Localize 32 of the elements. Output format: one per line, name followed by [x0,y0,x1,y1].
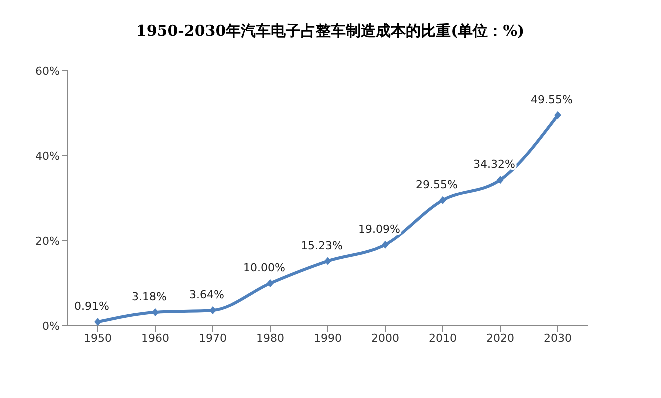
data-label: 15.23% [301,239,343,252]
y-tick-label: 40% [36,150,60,163]
point [267,280,274,288]
point [94,318,102,326]
x-tick-label: 2000 [372,332,400,345]
data-label: 0.91% [74,300,110,314]
data-label: 3.18% [132,290,167,304]
x-tick-label: 1990 [314,332,342,345]
y-tick-label: 60% [36,64,60,78]
point [324,257,332,266]
data-label: 29.55% [416,178,458,192]
y-tick-label: 20% [36,234,60,248]
data-label: 49.55% [531,93,573,106]
x-tick-label: 2010 [429,332,457,345]
data-label: 19.09% [358,222,400,236]
point [554,111,562,120]
x-tick-label: 1980 [256,332,284,345]
x-tick-label: 1950 [84,332,112,345]
point [440,196,446,204]
data-label: 3.64% [190,288,224,302]
data-label: 10.00% [244,262,286,274]
point [497,176,504,184]
x-tick-label: 2030 [544,332,572,345]
chart-title: 1950-2030年汽车电子占整车制造成本的比重(单位：%) [135,21,526,41]
x-tick-label: 1970 [199,332,227,345]
point [152,308,159,316]
data-label: 34.32% [474,158,516,172]
point [382,240,389,249]
y-tick-label: 0% [42,320,60,333]
x-tick-label: 2020 [486,332,514,345]
x-tick-label: 1960 [142,332,170,345]
point [210,306,216,315]
